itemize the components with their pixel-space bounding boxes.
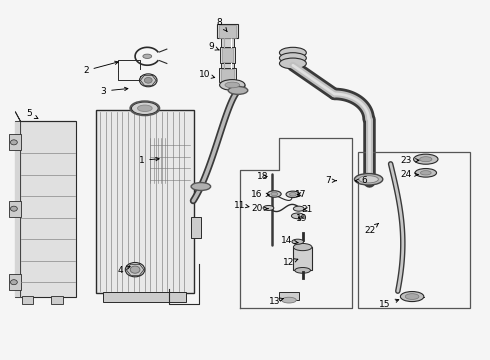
Text: 7: 7	[325, 176, 337, 185]
Circle shape	[130, 266, 140, 273]
Polygon shape	[15, 112, 20, 121]
Text: 9: 9	[208, 42, 219, 51]
Bar	[219, 68, 236, 82]
Ellipse shape	[294, 243, 312, 251]
Text: 5: 5	[26, 109, 38, 118]
Text: 19: 19	[296, 214, 307, 223]
Bar	[22, 296, 33, 304]
Circle shape	[10, 140, 17, 145]
Ellipse shape	[400, 292, 424, 302]
Text: 3: 3	[100, 86, 128, 95]
Ellipse shape	[420, 171, 431, 175]
Ellipse shape	[405, 294, 419, 300]
Ellipse shape	[191, 183, 211, 190]
Ellipse shape	[354, 174, 383, 185]
Text: 20: 20	[251, 204, 268, 213]
Ellipse shape	[143, 54, 152, 58]
Bar	[191, 217, 201, 238]
Text: 8: 8	[217, 18, 227, 31]
Text: 6: 6	[355, 176, 368, 185]
Bar	[293, 247, 313, 270]
Text: 12: 12	[283, 258, 298, 267]
Bar	[220, 36, 234, 83]
Ellipse shape	[225, 82, 240, 88]
Ellipse shape	[228, 86, 248, 94]
Text: 22: 22	[365, 223, 379, 235]
Bar	[103, 292, 186, 302]
Ellipse shape	[268, 191, 281, 197]
Circle shape	[10, 206, 17, 211]
Ellipse shape	[286, 191, 300, 198]
Circle shape	[125, 262, 145, 277]
Bar	[279, 292, 299, 300]
Ellipse shape	[279, 58, 306, 69]
Ellipse shape	[292, 213, 304, 219]
Text: 13: 13	[269, 297, 283, 306]
Ellipse shape	[415, 168, 437, 177]
Bar	[217, 24, 238, 39]
Text: 14: 14	[281, 237, 298, 246]
Bar	[51, 296, 63, 304]
Bar	[20, 121, 76, 297]
Bar	[96, 110, 194, 293]
Text: 24: 24	[401, 170, 418, 179]
Text: 2: 2	[83, 61, 118, 75]
Ellipse shape	[290, 193, 296, 196]
Text: 15: 15	[379, 299, 399, 309]
Circle shape	[140, 74, 157, 87]
Bar	[9, 134, 21, 150]
Bar	[219, 25, 236, 38]
Ellipse shape	[295, 267, 311, 273]
Text: 11: 11	[234, 201, 249, 210]
Bar	[9, 201, 21, 217]
Ellipse shape	[271, 192, 278, 196]
Ellipse shape	[419, 157, 432, 162]
Bar	[9, 274, 21, 290]
Bar	[220, 47, 235, 63]
Circle shape	[10, 280, 17, 285]
Ellipse shape	[282, 297, 296, 303]
Text: 4: 4	[118, 266, 130, 275]
Bar	[221, 48, 233, 62]
Ellipse shape	[138, 105, 152, 112]
Ellipse shape	[414, 154, 438, 164]
Ellipse shape	[359, 176, 378, 183]
Bar	[220, 69, 234, 81]
Text: 1: 1	[139, 156, 159, 165]
Ellipse shape	[131, 102, 158, 114]
Text: 17: 17	[294, 190, 306, 199]
Text: 23: 23	[400, 156, 419, 165]
Polygon shape	[15, 121, 20, 297]
Text: 10: 10	[199, 71, 215, 80]
Text: 21: 21	[302, 205, 313, 214]
Ellipse shape	[263, 206, 274, 211]
Circle shape	[145, 77, 152, 83]
Text: 16: 16	[251, 190, 270, 199]
Ellipse shape	[294, 206, 304, 211]
Ellipse shape	[292, 239, 304, 244]
Ellipse shape	[279, 47, 306, 58]
Ellipse shape	[220, 80, 245, 90]
Ellipse shape	[279, 53, 306, 63]
Bar	[358, 152, 470, 309]
Text: 18: 18	[257, 172, 269, 181]
